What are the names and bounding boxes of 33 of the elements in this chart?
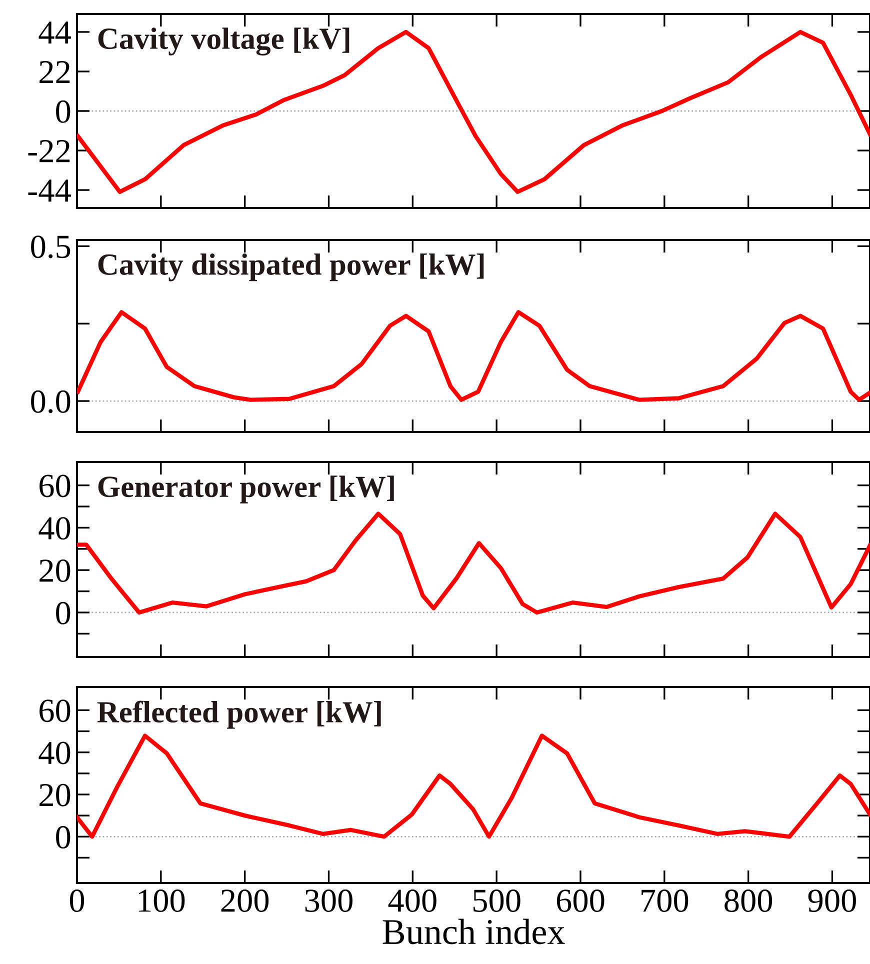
- y-tick-label: 40: [38, 742, 70, 764]
- y-tick-label: 0: [56, 100, 70, 123]
- x-axis-title: Bunch index: [382, 918, 565, 944]
- chart-title: Cavity voltage [kV]: [98, 28, 350, 56]
- y-tick-label: -22: [28, 140, 70, 162]
- x-tick-label: 400: [388, 890, 436, 912]
- y-tick-label: 60: [40, 474, 70, 498]
- y-tick-label: 22: [40, 60, 70, 84]
- y-tick-label: 20: [40, 784, 70, 806]
- chart-title: Generator power [kW]: [98, 476, 394, 504]
- x-tick-label: 700: [642, 890, 688, 912]
- y-tick-label: 40: [38, 517, 70, 540]
- x-tick-label: 800: [724, 890, 772, 912]
- y-tick-label: 0.5: [31, 236, 70, 258]
- x-tick-label: 500: [474, 890, 520, 912]
- y-tick-label: 0: [56, 602, 70, 624]
- chart-title: Cavity dissipated power [kW]: [98, 253, 484, 282]
- x-tick-label: 100: [138, 890, 185, 912]
- x-tick-label: 200: [221, 890, 269, 912]
- y-tick-label: 0: [56, 826, 70, 849]
- y-tick-label: -44: [28, 180, 71, 202]
- line-series: [77, 310, 870, 402]
- y-tick-label: 0.0: [31, 390, 70, 414]
- x-tick-label: 900: [808, 890, 856, 912]
- line-series: [77, 734, 870, 839]
- y-tick-label: 20: [40, 559, 70, 582]
- line-series: [77, 30, 870, 194]
- chart-title: Reflected power [kW]: [97, 700, 381, 729]
- x-tick-label: 300: [305, 890, 352, 912]
- y-tick-label: 60: [40, 700, 70, 722]
- line-series: [77, 512, 870, 615]
- y-tick-label: 44: [38, 22, 71, 44]
- x-tick-label: 600: [556, 890, 604, 912]
